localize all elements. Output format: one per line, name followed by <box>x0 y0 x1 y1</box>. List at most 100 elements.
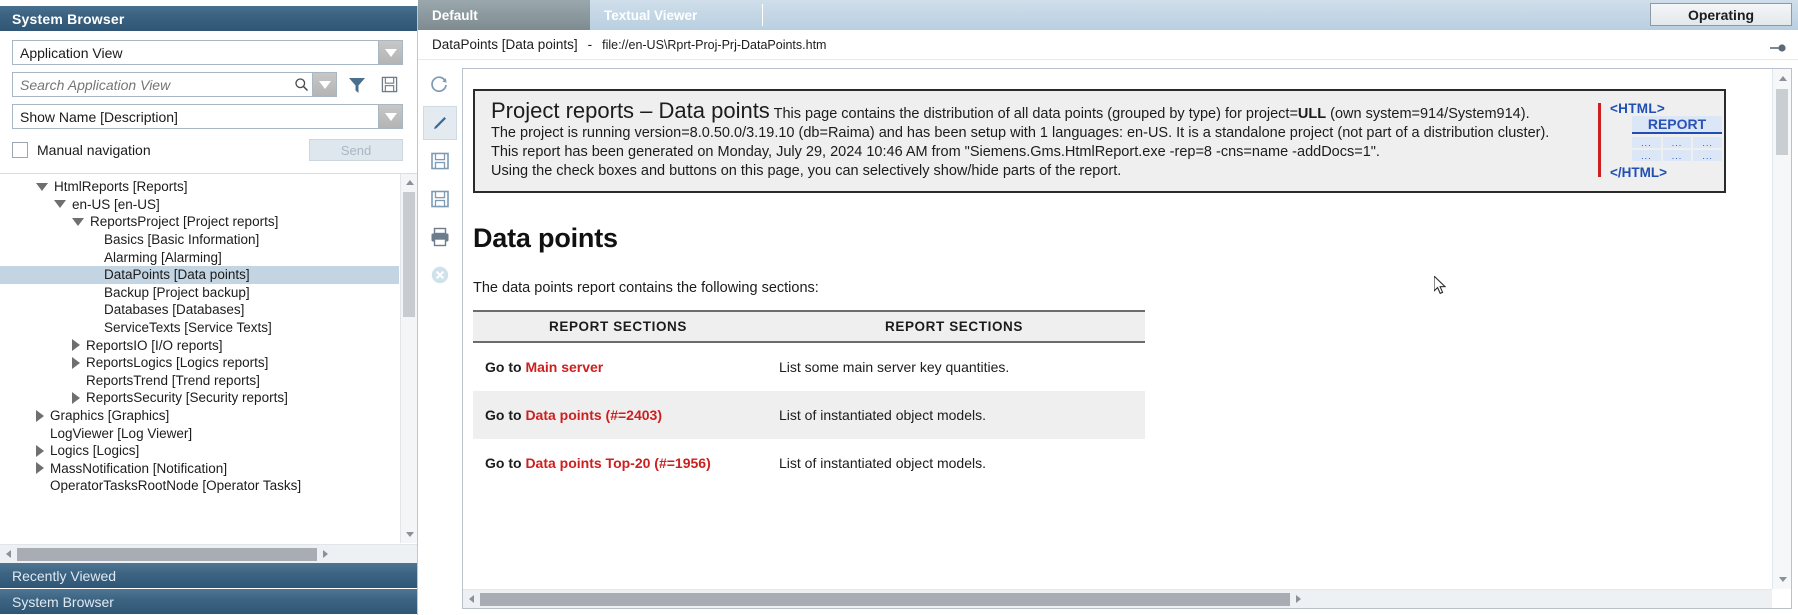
search-combo[interactable] <box>12 72 337 97</box>
tree-vertical-scrollbar[interactable] <box>400 174 417 543</box>
search-chevron-down-icon[interactable] <box>312 73 336 96</box>
tree-item-label: OperatorTasksRootNode [Operator Tasks] <box>50 478 302 494</box>
system-browser-title: System Browser <box>0 6 417 32</box>
search-input[interactable] <box>13 75 290 94</box>
display-mode-combo[interactable]: Show Name [Description] <box>12 104 403 129</box>
tree-item[interactable]: en-US [en-US] <box>0 196 399 214</box>
manual-navigation-checkbox[interactable] <box>12 142 28 158</box>
operating-mode-button[interactable]: Operating <box>1650 3 1792 26</box>
table-body: Go to Main server List some main server k… <box>473 342 1145 487</box>
chevron-down-icon[interactable] <box>54 200 66 209</box>
reload-icon[interactable] <box>423 68 457 102</box>
chevron-right-icon[interactable] <box>36 444 44 457</box>
report-header-line3: This report has been generated on Monday… <box>491 144 1380 160</box>
chevron-down-icon[interactable] <box>36 182 48 191</box>
chevron-right-icon[interactable] <box>72 391 80 404</box>
send-button[interactable]: Send <box>309 139 403 161</box>
section-link[interactable]: Data points (#=2403) <box>525 407 662 423</box>
search-icon[interactable] <box>290 77 312 92</box>
tree-item-label: LogViewer [Log Viewer] <box>50 425 193 441</box>
report-intro-text: The data points report contains the foll… <box>473 280 819 296</box>
display-mode-value: Show Name [Description] <box>20 108 178 125</box>
chevron-right-icon[interactable] <box>36 462 44 475</box>
tree-item[interactable]: ReportsIO [I/O reports] <box>0 336 399 354</box>
save-icon[interactable] <box>376 72 403 97</box>
logo-report-block: REPORT ... ... ... ... ... ... <box>1632 116 1722 161</box>
recently-viewed-bar[interactable]: Recently Viewed <box>0 563 417 589</box>
system-browser-bar[interactable]: System Browser <box>0 589 417 615</box>
tree-item-label: ReportsIO [I/O reports] <box>86 337 223 353</box>
report-scroll-up-icon[interactable] <box>1773 69 1791 88</box>
tree-item-label: ReportsSecurity [Security reports] <box>86 390 288 406</box>
page-title: Data points <box>473 223 618 253</box>
tree-item[interactable]: HtmlReports [Reports] <box>0 178 399 196</box>
section-link[interactable]: Data points Top-20 (#=1956) <box>525 455 711 471</box>
tree-item[interactable]: ServiceTexts [Service Texts] <box>0 319 399 337</box>
chevron-down-icon[interactable] <box>72 217 84 226</box>
scroll-left-icon[interactable] <box>0 545 17 564</box>
print-icon[interactable] <box>423 220 457 254</box>
scroll-down-icon[interactable] <box>401 526 417 543</box>
application-view-combo[interactable]: Application View <box>12 40 403 65</box>
tree-horizontal-scrollbar[interactable] <box>0 544 417 563</box>
chevron-right-icon[interactable] <box>72 356 80 369</box>
report-hscroll-thumb[interactable] <box>480 592 1290 606</box>
logo-cell: ... <box>1632 137 1661 148</box>
tree-item[interactable]: Basics [Basic Information] <box>0 231 399 249</box>
report-scroll-left-icon[interactable] <box>463 590 480 609</box>
chevron-right-icon[interactable] <box>72 339 80 352</box>
section-link[interactable]: Main server <box>525 359 604 375</box>
svg-text:...: ... <box>437 201 442 207</box>
section-link-cell[interactable]: Go to Data points Top-20 (#=1956) <box>473 439 763 487</box>
pen-edit-icon[interactable] <box>422 106 457 140</box>
tab-default[interactable]: Default <box>418 0 590 30</box>
tree-item[interactable]: ReportsLogics [Logics reports] <box>0 354 399 372</box>
tree-item[interactable]: ReportsSecurity [Security reports] <box>0 389 399 407</box>
chevron-down-icon[interactable] <box>378 41 402 64</box>
tree-item-label: en-US [en-US] <box>72 196 160 212</box>
tree-item[interactable]: Logics [Logics] <box>0 442 399 460</box>
section-link-cell[interactable]: Go to Data points (#=2403) <box>473 391 763 439</box>
report-header-text: Project reports – Data points This page … <box>491 100 1596 181</box>
tree-item[interactable]: MassNotification [Notification] <box>0 460 399 478</box>
report-header-line2: The project is running version=8.0.50.0/… <box>491 125 1550 141</box>
tree-item[interactable]: Databases [Databases] <box>0 301 399 319</box>
tree-item-label: Databases [Databases] <box>104 302 245 318</box>
report-scroll-right-icon[interactable] <box>1290 590 1307 609</box>
save-icon[interactable] <box>423 144 457 178</box>
report-vertical-scrollbar[interactable] <box>1772 69 1791 589</box>
save-as-icon[interactable]: ... <box>423 182 457 216</box>
tree-vscroll-thumb[interactable] <box>403 192 415 317</box>
report-scroll-down-icon[interactable] <box>1773 570 1791 589</box>
tree-item[interactable]: Backup [Project backup] <box>0 284 399 302</box>
scroll-up-icon[interactable] <box>401 174 417 191</box>
tree-item[interactable]: ReportsTrend [Trend reports] <box>0 372 399 390</box>
document-area: ... Project reports – Data points <box>418 60 1798 615</box>
report-vscroll-thumb[interactable] <box>1776 89 1788 155</box>
section-link-cell[interactable]: Go to Main server <box>473 342 763 391</box>
filter-icon[interactable] <box>343 72 370 97</box>
system-browser-tree[interactable]: HtmlReports [Reports] en-US [en-US] Report… <box>0 174 399 543</box>
tree-item[interactable]: DataPoints [Data points] <box>0 265 399 284</box>
pin-icon[interactable] <box>1770 41 1786 59</box>
tree-item-label: Alarming [Alarming] <box>104 249 222 265</box>
report-pane: Project reports – Data points This page … <box>462 68 1792 609</box>
report-horizontal-scrollbar[interactable] <box>463 589 1772 608</box>
tree-item[interactable]: Graphics [Graphics] <box>0 407 399 425</box>
table-head: REPORT SECTIONS REPORT SECTIONS <box>473 310 1145 343</box>
manual-navigation-label: Manual navigation <box>37 142 151 158</box>
tree-item[interactable]: ReportsProject [Project reports] <box>0 213 399 231</box>
tab-textual-viewer[interactable]: Textual Viewer <box>604 7 698 23</box>
scroll-right-icon[interactable] <box>317 545 334 564</box>
cancel-circle-icon[interactable] <box>423 258 457 292</box>
tree-hscroll-thumb[interactable] <box>17 547 317 561</box>
go-to-prefix: Go to <box>485 407 526 423</box>
tree-item[interactable]: Alarming [Alarming] <box>0 248 399 266</box>
tree-item[interactable]: OperatorTasksRootNode [Operator Tasks] <box>0 477 399 495</box>
display-chevron-down-icon[interactable] <box>378 105 402 128</box>
report-project-name: ULL <box>1297 106 1327 122</box>
chevron-right-icon[interactable] <box>36 409 44 422</box>
report-content: Project reports – Data points This page … <box>463 69 1772 589</box>
display-mode-row: Show Name [Description] <box>0 104 417 129</box>
tree-item[interactable]: LogViewer [Log Viewer] <box>0 424 399 442</box>
